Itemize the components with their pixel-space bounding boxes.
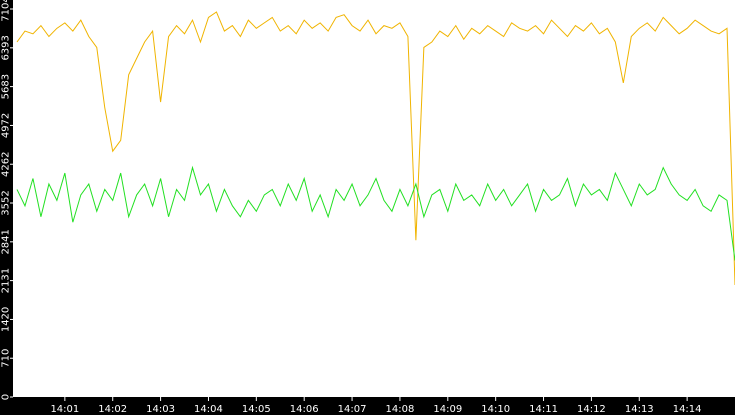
x-tick-label: 14:05 bbox=[242, 404, 271, 415]
y-tick-label: 4972 bbox=[1, 113, 12, 138]
x-tick-label: 14:07 bbox=[338, 404, 367, 415]
y-tick-label: 3552 bbox=[1, 190, 12, 215]
x-tick-label: 14:09 bbox=[433, 404, 462, 415]
y-tick-label: 2131 bbox=[1, 268, 12, 293]
x-tick-label: 14:06 bbox=[290, 404, 319, 415]
y-axis-strip bbox=[0, 0, 13, 415]
x-tick-label: 14:13 bbox=[625, 404, 654, 415]
x-tick-label: 14:04 bbox=[194, 404, 223, 415]
x-tick-label: 14:01 bbox=[50, 404, 79, 415]
series-line bbox=[16, 165, 735, 261]
x-tick-label: 14:08 bbox=[386, 404, 415, 415]
y-tick-label: 5683 bbox=[1, 74, 12, 99]
y-tick-label: 2841 bbox=[1, 229, 12, 254]
x-tick-label: 14:10 bbox=[481, 404, 510, 415]
y-tick-label: 0 bbox=[1, 394, 12, 400]
y-tick-label: 7104 bbox=[1, 0, 12, 22]
x-tick-label: 14:11 bbox=[529, 404, 558, 415]
y-tick-label: 4262 bbox=[1, 151, 12, 176]
x-axis-strip bbox=[0, 397, 735, 415]
x-tick-label: 14:02 bbox=[98, 404, 127, 415]
y-tick-label: 6393 bbox=[1, 35, 12, 60]
x-tick-label: 14:14 bbox=[673, 404, 702, 415]
x-tick-label: 14:03 bbox=[146, 404, 175, 415]
y-tick-label: 710 bbox=[1, 349, 12, 368]
y-tick-label: 1420 bbox=[1, 307, 12, 332]
x-tick-label: 14:12 bbox=[577, 404, 606, 415]
series-line bbox=[16, 11, 735, 286]
